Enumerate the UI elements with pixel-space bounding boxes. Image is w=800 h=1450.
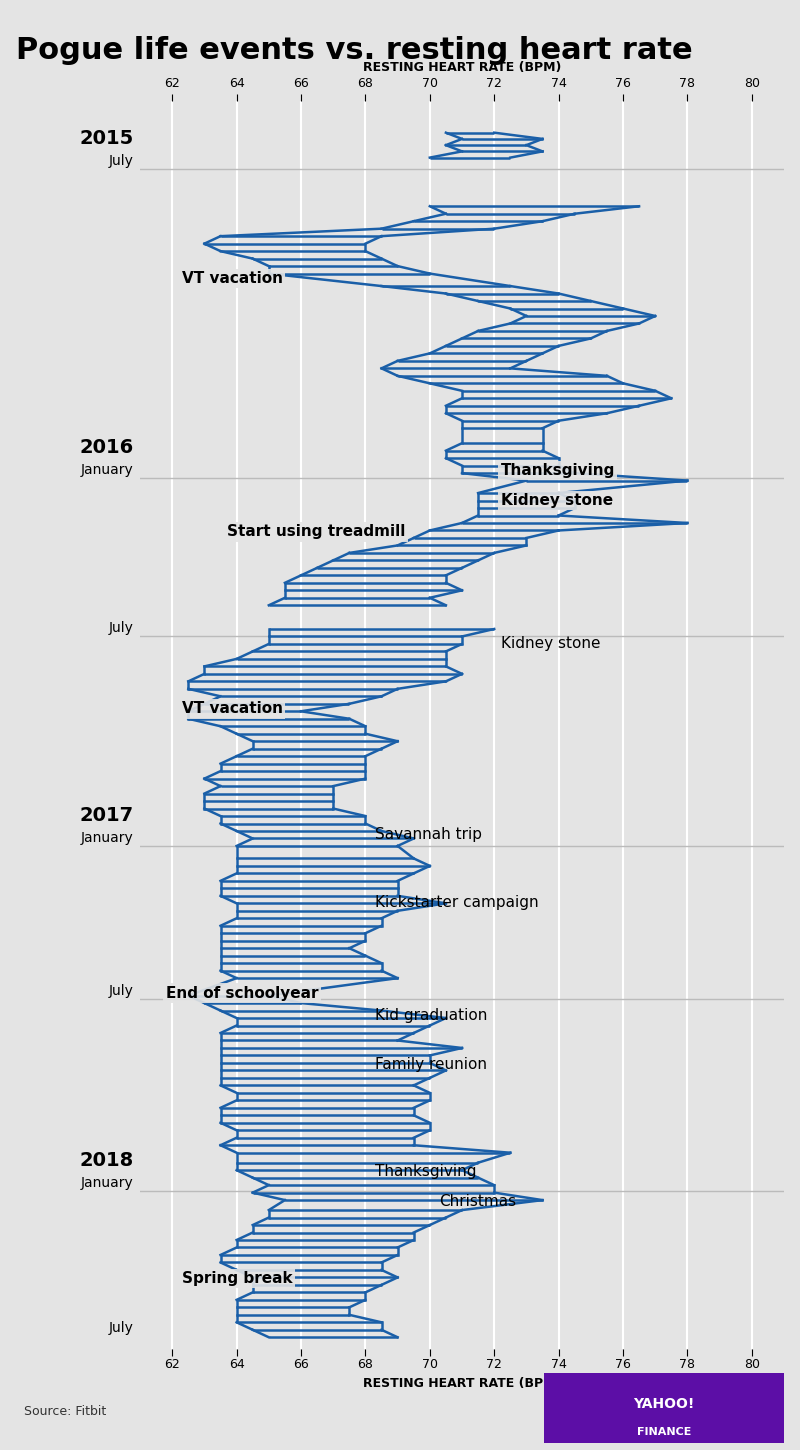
Text: January: January — [81, 1176, 134, 1190]
Text: Family reunion: Family reunion — [375, 1057, 487, 1072]
Text: End of schoolyear: End of schoolyear — [166, 986, 318, 1000]
Text: Savannah trip: Savannah trip — [375, 828, 482, 842]
Text: Kidney stone: Kidney stone — [501, 637, 600, 651]
Text: July: July — [109, 985, 134, 999]
Text: Thanksgiving: Thanksgiving — [375, 1164, 477, 1179]
Text: 2015: 2015 — [79, 129, 134, 148]
Text: Christmas: Christmas — [439, 1193, 517, 1209]
Text: 2017: 2017 — [79, 806, 134, 825]
Text: January: January — [81, 831, 134, 845]
Text: Start using treadmill: Start using treadmill — [227, 525, 406, 539]
Text: Kid graduation: Kid graduation — [375, 1008, 487, 1024]
Text: July: July — [109, 622, 134, 635]
X-axis label: RESTING HEART RATE (BPM): RESTING HEART RATE (BPM) — [363, 1378, 561, 1389]
Text: FINANCE: FINANCE — [637, 1427, 691, 1437]
Text: Spring break: Spring break — [182, 1272, 293, 1286]
Text: Pogue life events vs. resting heart rate: Pogue life events vs. resting heart rate — [16, 36, 693, 65]
Text: Kickstarter campaign: Kickstarter campaign — [375, 895, 538, 909]
Text: July: July — [109, 154, 134, 168]
Text: 2016: 2016 — [79, 438, 134, 457]
Text: Kidney stone: Kidney stone — [501, 493, 613, 508]
Text: Thanksgiving: Thanksgiving — [501, 463, 615, 478]
X-axis label: RESTING HEART RATE (BPM): RESTING HEART RATE (BPM) — [363, 61, 561, 74]
Text: YAHOO!: YAHOO! — [634, 1398, 694, 1411]
Text: VT vacation: VT vacation — [182, 271, 283, 286]
Text: July: July — [109, 1321, 134, 1335]
Text: Source: Fitbit: Source: Fitbit — [24, 1405, 106, 1418]
Text: VT vacation: VT vacation — [182, 702, 283, 716]
Text: 2018: 2018 — [79, 1151, 134, 1170]
Text: January: January — [81, 463, 134, 477]
